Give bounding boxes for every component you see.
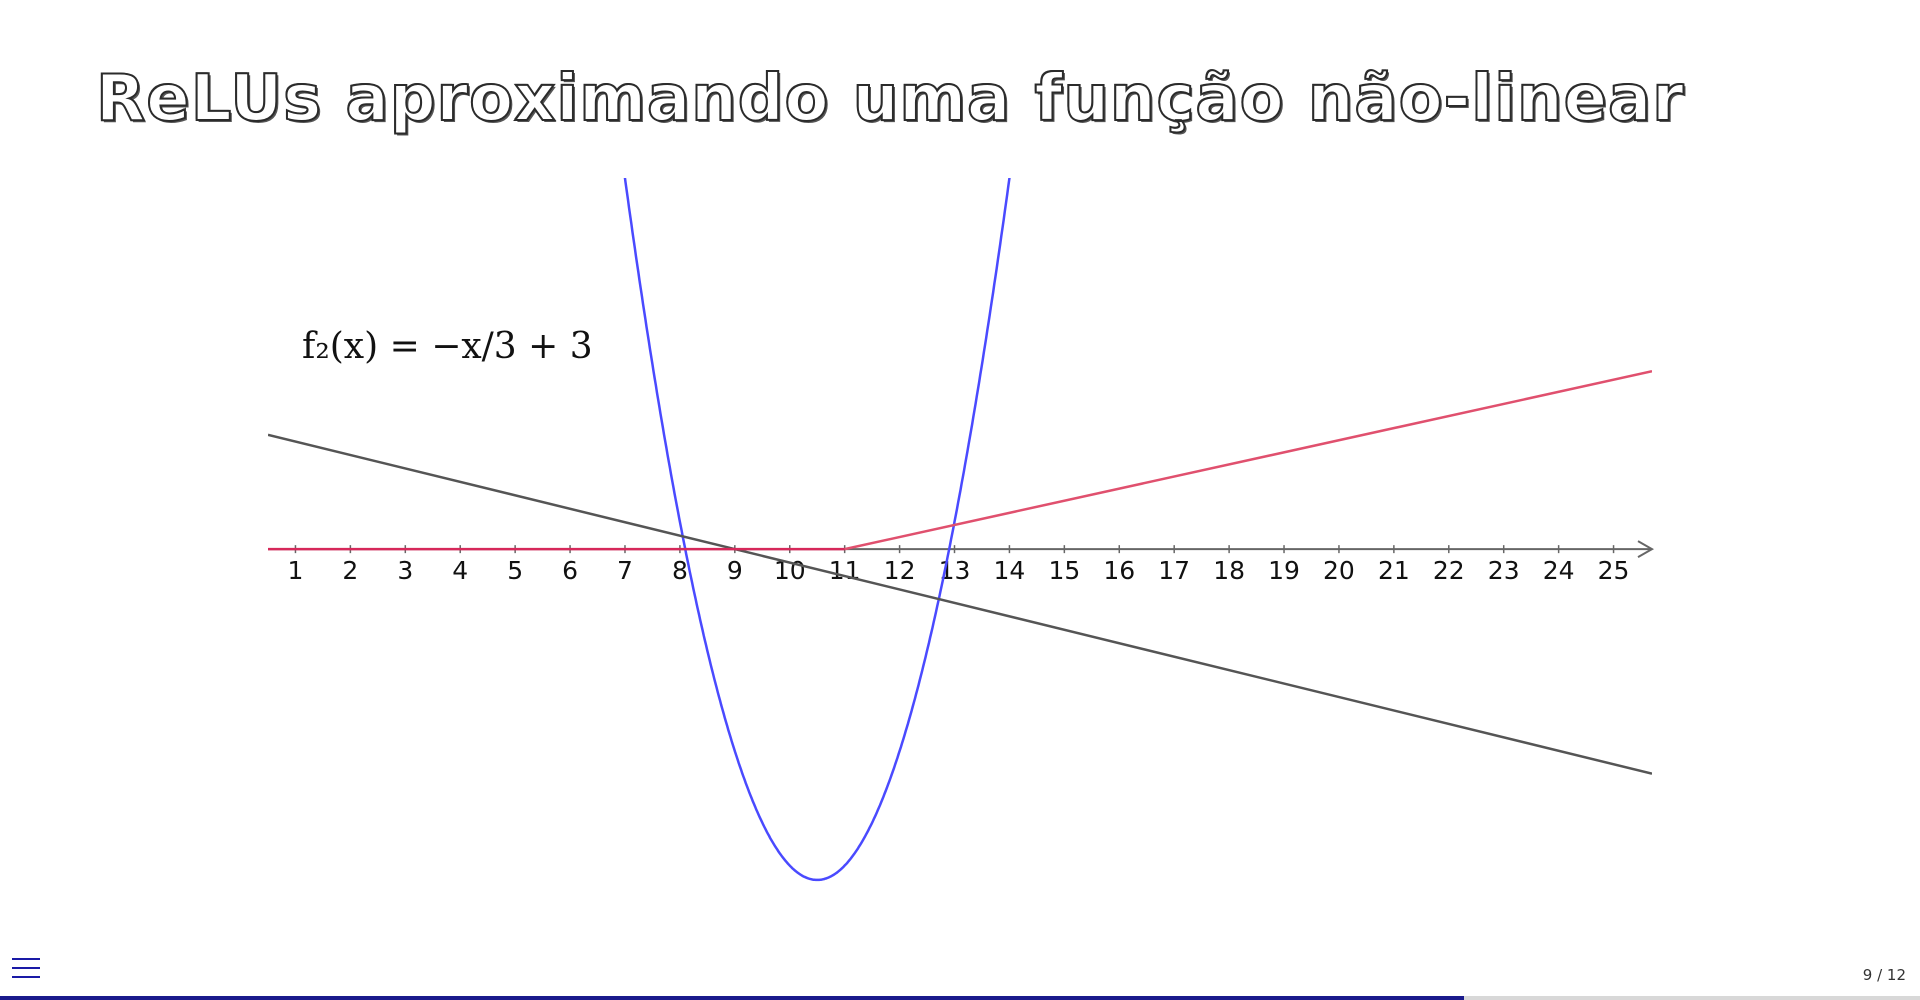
parabola-curve xyxy=(623,178,1011,882)
x-tick-label: 14 xyxy=(994,556,1026,585)
page-counter: 9 / 12 xyxy=(1862,966,1906,984)
x-tick-label: 18 xyxy=(1213,556,1245,585)
menu-icon[interactable] xyxy=(12,958,40,984)
x-axis-ticks: 1 2 3 4 5 6 7 8 9 10 11 12 13 14 15 16 17 18 19 20 21 22 23 24 2… xyxy=(288,545,1630,585)
menu-icon-bar-bottom xyxy=(12,976,40,978)
x-tick-label: 15 xyxy=(1048,556,1080,585)
x-tick-label: 24 xyxy=(1543,556,1575,585)
menu-icon-bar-top xyxy=(12,958,40,960)
x-tick-label: 22 xyxy=(1433,556,1465,585)
progress-bar xyxy=(0,996,1920,1000)
x-tick-label: 2 xyxy=(342,556,358,585)
x-tick-label: 20 xyxy=(1323,556,1355,585)
x-tick-label: 5 xyxy=(507,556,523,585)
x-tick-label: 7 xyxy=(617,556,633,585)
x-tick-label: 4 xyxy=(452,556,468,585)
x-tick-label: 17 xyxy=(1158,556,1190,585)
x-tick-label: 1 xyxy=(288,556,304,585)
x-tick-label: 6 xyxy=(562,556,578,585)
x-tick-label: 23 xyxy=(1488,556,1520,585)
formula-annotation: f₂(x) = −x/3 + 3 xyxy=(302,326,593,367)
x-tick-label: 8 xyxy=(672,556,688,585)
series-layer xyxy=(268,178,1652,882)
progress-bar-fill xyxy=(0,996,1464,1000)
x-tick-label: 21 xyxy=(1378,556,1410,585)
x-axis-arrow-icon xyxy=(1637,540,1655,559)
relu-rising-segment xyxy=(844,370,1652,551)
x-tick-label: 3 xyxy=(397,556,413,585)
menu-icon-bar-middle xyxy=(12,967,40,969)
x-tick-label: 12 xyxy=(884,556,916,585)
x-tick-label: 16 xyxy=(1103,556,1135,585)
slide-title: ReLUs aproximando uma função não-linear xyxy=(95,61,1685,137)
x-tick-label: 9 xyxy=(727,556,743,585)
x-tick-label: 11 xyxy=(829,556,861,585)
linear-f2-line xyxy=(268,433,1652,775)
x-tick-label: 25 xyxy=(1598,556,1630,585)
x-tick-label: 19 xyxy=(1268,556,1300,585)
